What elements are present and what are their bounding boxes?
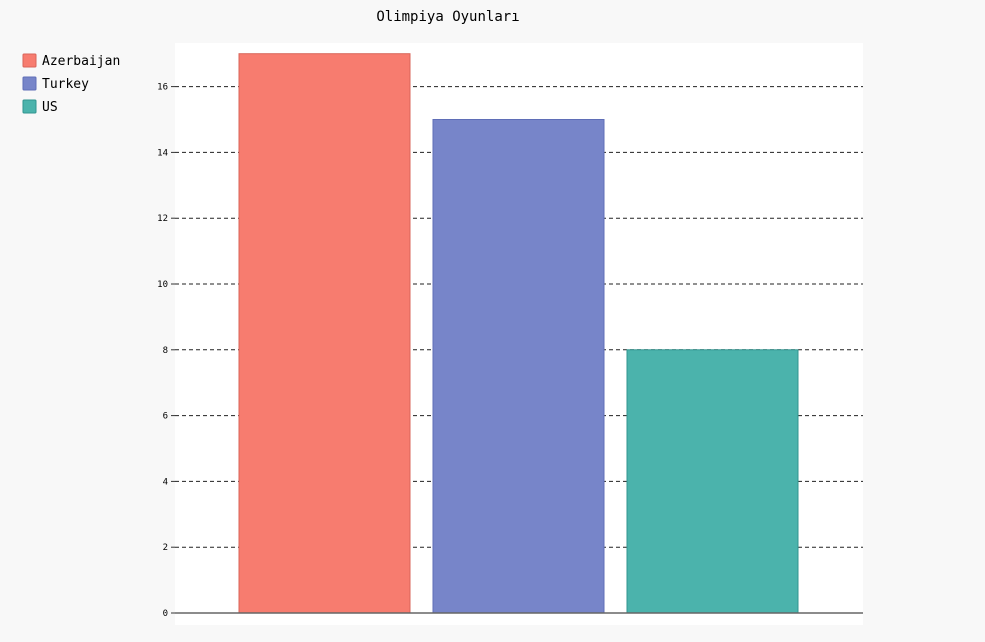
y-tick-label: 6 [163,412,168,422]
legend-item-turkey[interactable]: Turkey [22,76,89,92]
legend: Azerbaijan Turkey US [22,53,120,115]
chart-title: Olimpiya Oyunları [376,9,519,25]
bars [238,53,799,614]
legend-swatch-turkey [22,76,37,91]
legend-label-turkey: Turkey [42,77,89,92]
y-tick-label: 14 [157,148,168,158]
bar-turkey[interactable] [432,119,605,614]
legend-label-azerbaijan: Azerbaijan [42,54,120,69]
y-tick-label: 4 [163,477,168,487]
y-tick-label: 8 [163,346,168,356]
y-tick-label: 2 [163,543,168,553]
legend-swatch-azerbaijan [22,53,37,68]
y-tick-label: 12 [157,214,168,224]
legend-item-azerbaijan[interactable]: Azerbaijan [22,53,120,69]
bar-us[interactable] [626,349,799,614]
y-tick-label: 10 [157,280,168,290]
legend-label-us: US [42,100,58,115]
y-tick-label: 16 [157,83,168,93]
plot-area: 0 2 4 6 8 10 12 14 16 [157,43,863,625]
y-tick-label: 0 [163,609,168,619]
legend-item-us[interactable]: US [22,99,58,115]
legend-swatch-us [22,99,37,114]
bar-azerbaijan[interactable] [238,53,411,614]
